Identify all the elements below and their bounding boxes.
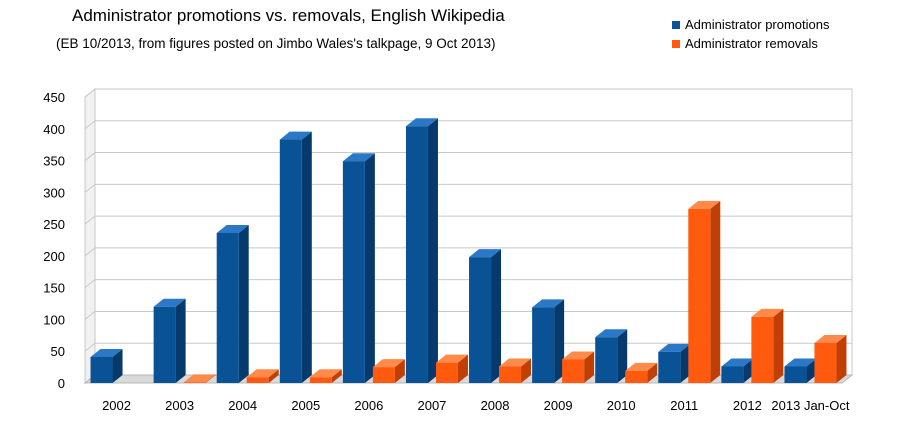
bars-layer (90, 118, 847, 383)
plot-side-wall (84, 87, 96, 385)
x-tick-label: 2009 (544, 398, 573, 413)
chart-title: Administrator promotions vs. removals, E… (72, 6, 505, 25)
bar-removals (625, 362, 658, 383)
bar-removals (183, 374, 216, 383)
gridline-side (84, 152, 96, 161)
y-tick-label: 250 (43, 217, 65, 232)
y-tick-label: 0 (58, 376, 65, 391)
gridline-side (84, 247, 96, 257)
gridline-side (84, 279, 96, 289)
legend: Administrator promotions Administrator r… (672, 15, 830, 53)
y-tick-label: 450 (43, 90, 65, 105)
x-tick-label: 2010 (607, 398, 636, 413)
y-tick-label: 50 (51, 344, 65, 359)
bar-removals (372, 359, 405, 383)
bar-promotions (279, 131, 312, 383)
bar-promotions (784, 358, 817, 383)
bar-promotions (532, 299, 565, 383)
y-tick-label: 200 (43, 249, 65, 264)
x-tick-label: 2004 (228, 398, 257, 413)
legend-item-removals: Administrator removals (672, 34, 830, 53)
x-tick-label: 2008 (481, 398, 510, 413)
x-tick-label: 2003 (165, 398, 194, 413)
y-tick-label: 350 (43, 154, 65, 169)
bar-promotions (469, 249, 502, 383)
bar-promotions (342, 153, 375, 383)
bar-removals (309, 369, 342, 383)
x-tick-label: 2006 (354, 398, 383, 413)
y-tick-label: 150 (43, 281, 65, 296)
bar-removals (499, 358, 532, 383)
y-tick-label: 400 (43, 122, 65, 137)
bar-promotions (153, 298, 186, 383)
bar-promotions (405, 118, 438, 383)
bar-removals (246, 369, 279, 383)
bar-promotions (658, 343, 691, 383)
gridline-side (84, 311, 96, 320)
x-tick-label: 2011 (670, 398, 698, 413)
bar-promotions (216, 225, 249, 383)
x-tick-label: 2013 Jan-Oct (771, 398, 849, 413)
legend-swatch-removals (672, 39, 680, 48)
legend-label-promotions: Administrator promotions (685, 17, 830, 32)
y-tick-label: 100 (43, 312, 65, 327)
gridline-side (84, 183, 96, 193)
bar-removals (751, 308, 784, 383)
bar-removals (688, 200, 721, 383)
x-tick-label: 2002 (102, 398, 131, 413)
bar-promotions (595, 329, 628, 383)
gridline-side (84, 88, 96, 98)
bar-removals (814, 334, 847, 383)
bar-promotions (721, 358, 754, 383)
gridline-side (84, 342, 96, 352)
bar-promotions (90, 348, 123, 383)
x-tick-label: 2007 (417, 398, 446, 413)
labels-layer: 0 50 100 150 200 250 300 350 400 450 2002 2003 2004 2… (43, 90, 850, 413)
bar-removals (435, 354, 468, 383)
legend-swatch-promotions (672, 20, 680, 29)
x-tick-label: 2012 (733, 398, 762, 413)
gridline-side (84, 215, 96, 225)
legend-item-promotions: Administrator promotions (672, 15, 830, 34)
bar-removals (562, 351, 595, 383)
y-tick-label: 300 (43, 185, 65, 200)
x-tick-label: 2005 (291, 398, 320, 413)
grid-layer (83, 87, 854, 385)
legend-label-removals: Administrator removals (685, 36, 818, 51)
chart-subtitle: (EB 10/2013, from figures posted on Jimb… (56, 36, 496, 51)
gridline-side (84, 120, 96, 130)
